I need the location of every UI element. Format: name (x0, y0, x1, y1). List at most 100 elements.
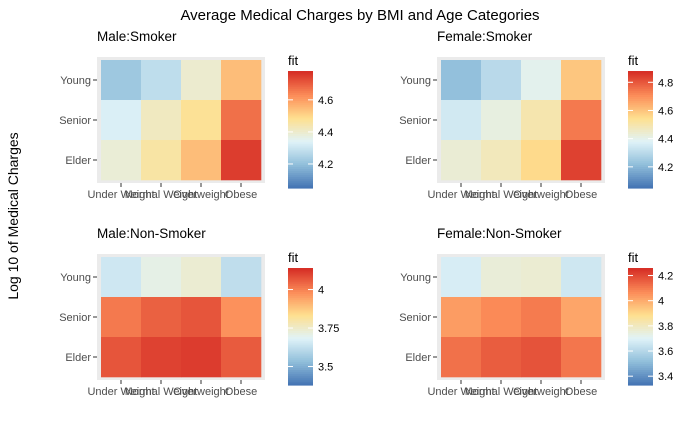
heatmap-cell (441, 337, 482, 378)
legend-colorbar-segment (288, 135, 313, 138)
legend-colorbar-segment (628, 78, 653, 82)
legend-colorbar-segment (628, 162, 653, 166)
heatmap-cell (101, 140, 142, 181)
legend-tick-label: 4.2 (658, 271, 673, 283)
legend-colorbar-segment (628, 347, 653, 351)
legend-colorbar-segment (628, 322, 653, 326)
legend-colorbar-segment (288, 330, 313, 333)
y-tick-label: Elder (405, 352, 431, 364)
legend-colorbar-segment (288, 310, 313, 314)
legend-colorbar-segment (288, 273, 313, 277)
heatmap-cell (101, 257, 142, 298)
legend-colorbar-segment (628, 180, 653, 183)
legend-colorbar-segment (628, 160, 653, 164)
legend-tick-label: 4.2 (658, 162, 673, 174)
legend-colorbar-segment (628, 283, 653, 287)
legend-colorbar-segment (288, 186, 313, 189)
legend-colorbar-segment (628, 312, 653, 316)
legend-colorbar-segment (288, 363, 313, 367)
legend-colorbar-segment (288, 150, 313, 154)
legend-colorbar-segment (628, 268, 653, 271)
legend-colorbar-segment (288, 71, 313, 74)
legend-colorbar-segment (288, 359, 313, 363)
legend-colorbar-segment (628, 301, 653, 304)
legend-colorbar-segment (288, 90, 313, 94)
heatmap-cell (441, 100, 482, 141)
legend-colorbar-segment (288, 76, 313, 80)
legend-colorbar-segment (628, 318, 653, 322)
legend-colorbar-segment (628, 174, 653, 177)
legend-colorbar-segment (288, 268, 313, 271)
legend-colorbar-segment (628, 143, 653, 146)
x-tick-label: Obese (565, 189, 597, 201)
x-tick-label: Overweight (513, 189, 569, 201)
legend-colorbar-segment (628, 121, 653, 125)
legend-colorbar-segment (288, 342, 313, 345)
legend-tick-label: 4.6 (318, 95, 333, 107)
heatmap-cell (141, 140, 182, 181)
x-tick-label: Under Weight (87, 189, 154, 201)
legend-colorbar-segment (288, 125, 313, 129)
legend-colorbar-segment (628, 141, 653, 144)
legend-colorbar-segment (288, 291, 313, 294)
legend-colorbar-segment (628, 338, 653, 341)
legend-tick-label: 4 (658, 296, 664, 308)
legend-colorbar-segment (628, 102, 653, 105)
legend-colorbar-segment (628, 110, 653, 113)
legend-colorbar-segment (628, 133, 653, 136)
legend-colorbar-segment (628, 113, 653, 117)
legend-colorbar-segment (288, 369, 313, 372)
legend-colorbar-segment (288, 307, 313, 310)
legend-colorbar-segment (628, 178, 653, 181)
legend-colorbar-segment (288, 82, 313, 86)
legend-colorbar-segment (288, 174, 313, 177)
legend-colorbar-segment (288, 322, 313, 326)
legend-colorbar-segment (628, 71, 653, 74)
legend-colorbar-segment (288, 334, 313, 337)
legend-tick-label: 4.4 (318, 127, 333, 139)
legend-colorbar-segment (628, 80, 653, 84)
legend-colorbar-segment (288, 108, 313, 111)
panel: Male:Smoker Young Senior Elder Under WeightN… (59, 29, 333, 201)
legend-colorbar-segment (628, 86, 653, 90)
heatmap-cell (481, 337, 522, 378)
legend-colorbar-segment (288, 78, 313, 82)
legend-colorbar-segment (628, 330, 653, 333)
legend-colorbar-segment (628, 336, 653, 339)
legend-colorbar-segment (628, 297, 653, 300)
y-tick-label: Senior (59, 115, 91, 127)
legend-colorbar-segment (628, 353, 653, 357)
x-tick-label: Normal Weight (125, 386, 198, 398)
legend-colorbar-segment (628, 344, 653, 347)
chart-title: Average Medical Charges by BMI and Age C… (180, 7, 539, 24)
heatmap-cell (561, 257, 602, 298)
legend-colorbar-segment (288, 299, 313, 302)
legend-colorbar-segment (628, 269, 653, 273)
legend-colorbar-segment (628, 106, 653, 109)
legend-colorbar-segment (288, 156, 313, 160)
legend-colorbar-segment (288, 80, 313, 84)
legend-colorbar-segment (628, 145, 653, 148)
legend-colorbar-segment (628, 168, 653, 172)
legend-colorbar-segment (288, 297, 313, 300)
legend-colorbar-segment (288, 123, 313, 127)
legend-colorbar-segment (288, 166, 313, 170)
legend-colorbar-segment (628, 100, 653, 103)
panel-title: Female:Smoker (437, 29, 533, 44)
heatmap-cell (441, 257, 482, 298)
legend-colorbar-segment (288, 152, 313, 156)
legend-colorbar-segment (628, 308, 653, 312)
x-tick-label: Obese (225, 386, 257, 398)
legend-colorbar-segment (628, 371, 653, 374)
x-tick-label: Overweight (513, 386, 569, 398)
legend-colorbar-segment (628, 351, 653, 355)
legend-colorbar-segment (628, 314, 653, 318)
legend-colorbar-segment (628, 275, 653, 279)
legend-colorbar-segment (288, 328, 313, 331)
legend-colorbar-segment (288, 303, 313, 306)
legend-colorbar-segment (288, 320, 313, 324)
heatmap-cell (101, 337, 142, 378)
legend-tick-label: 3.75 (318, 323, 339, 335)
legend-colorbar-segment (628, 316, 653, 320)
